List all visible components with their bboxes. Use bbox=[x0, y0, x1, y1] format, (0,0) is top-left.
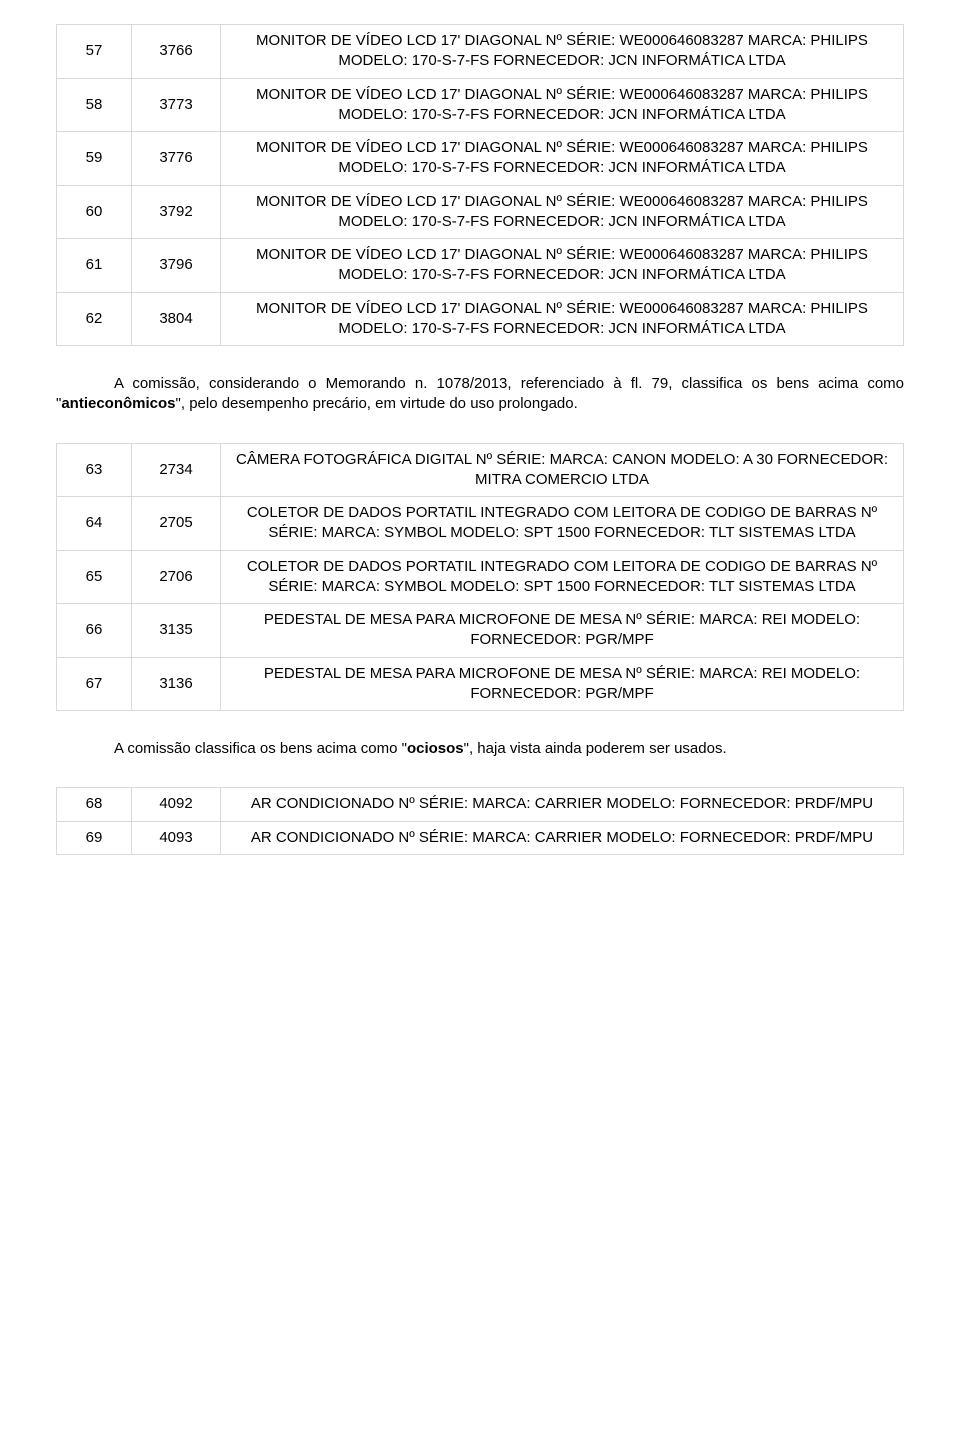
cell-code: 2734 bbox=[132, 443, 221, 497]
cell-index: 62 bbox=[57, 292, 132, 346]
cell-code: 4092 bbox=[132, 788, 221, 821]
para1-bold: antieconômicos bbox=[61, 395, 175, 412]
cell-index: 65 bbox=[57, 550, 132, 604]
cell-description: MONITOR DE VÍDEO LCD 17' DIAGONAL Nº SÉR… bbox=[221, 239, 904, 293]
table-body: 632734CÂMERA FOTOGRÁFICA DIGITAL Nº SÉRI… bbox=[57, 443, 904, 711]
cell-index: 61 bbox=[57, 239, 132, 293]
para2-bold: ociosos bbox=[407, 740, 464, 757]
cell-index: 69 bbox=[57, 821, 132, 854]
cell-description: MONITOR DE VÍDEO LCD 17' DIAGONAL Nº SÉR… bbox=[221, 292, 904, 346]
cell-code: 4093 bbox=[132, 821, 221, 854]
table-monitors: 573766MONITOR DE VÍDEO LCD 17' DIAGONAL … bbox=[56, 24, 904, 346]
para1-after: ", pelo desempenho precário, em virtude … bbox=[176, 395, 578, 412]
cell-code: 3792 bbox=[132, 185, 221, 239]
paragraph-antieconomicos: A comissão, considerando o Memorando n. … bbox=[56, 374, 904, 415]
cell-code: 3804 bbox=[132, 292, 221, 346]
table-row: 623804MONITOR DE VÍDEO LCD 17' DIAGONAL … bbox=[57, 292, 904, 346]
table-row: 573766MONITOR DE VÍDEO LCD 17' DIAGONAL … bbox=[57, 25, 904, 79]
table-row: 663135PEDESTAL DE MESA PARA MICROFONE DE… bbox=[57, 604, 904, 658]
cell-index: 59 bbox=[57, 132, 132, 186]
table-row: 642705COLETOR DE DADOS PORTATIL INTEGRAD… bbox=[57, 497, 904, 551]
table-row: 694093AR CONDICIONADO Nº SÉRIE: MARCA: C… bbox=[57, 821, 904, 854]
cell-index: 60 bbox=[57, 185, 132, 239]
cell-description: COLETOR DE DADOS PORTATIL INTEGRADO COM … bbox=[221, 497, 904, 551]
table-row: 673136PEDESTAL DE MESA PARA MICROFONE DE… bbox=[57, 657, 904, 711]
cell-code: 3796 bbox=[132, 239, 221, 293]
cell-description: MONITOR DE VÍDEO LCD 17' DIAGONAL Nº SÉR… bbox=[221, 132, 904, 186]
cell-description: MONITOR DE VÍDEO LCD 17' DIAGONAL Nº SÉR… bbox=[221, 78, 904, 132]
cell-index: 66 bbox=[57, 604, 132, 658]
cell-index: 57 bbox=[57, 25, 132, 79]
cell-description: AR CONDICIONADO Nº SÉRIE: MARCA: CARRIER… bbox=[221, 821, 904, 854]
cell-description: PEDESTAL DE MESA PARA MICROFONE DE MESA … bbox=[221, 657, 904, 711]
para2-after: ", haja vista ainda poderem ser usados. bbox=[464, 740, 727, 757]
cell-code: 3136 bbox=[132, 657, 221, 711]
table-row: 593776MONITOR DE VÍDEO LCD 17' DIAGONAL … bbox=[57, 132, 904, 186]
table-body: 573766MONITOR DE VÍDEO LCD 17' DIAGONAL … bbox=[57, 25, 904, 346]
cell-code: 3776 bbox=[132, 132, 221, 186]
cell-description: MONITOR DE VÍDEO LCD 17' DIAGONAL Nº SÉR… bbox=[221, 25, 904, 79]
cell-description: COLETOR DE DADOS PORTATIL INTEGRADO COM … bbox=[221, 550, 904, 604]
table-ac: 684092AR CONDICIONADO Nº SÉRIE: MARCA: C… bbox=[56, 787, 904, 855]
cell-code: 3773 bbox=[132, 78, 221, 132]
cell-description: MONITOR DE VÍDEO LCD 17' DIAGONAL Nº SÉR… bbox=[221, 185, 904, 239]
cell-index: 64 bbox=[57, 497, 132, 551]
cell-description: PEDESTAL DE MESA PARA MICROFONE DE MESA … bbox=[221, 604, 904, 658]
table-row: 613796MONITOR DE VÍDEO LCD 17' DIAGONAL … bbox=[57, 239, 904, 293]
table-body: 684092AR CONDICIONADO Nº SÉRIE: MARCA: C… bbox=[57, 788, 904, 855]
cell-description: CÂMERA FOTOGRÁFICA DIGITAL Nº SÉRIE: MAR… bbox=[221, 443, 904, 497]
para2-before: A comissão classifica os bens acima como… bbox=[114, 740, 407, 757]
table-row: 583773MONITOR DE VÍDEO LCD 17' DIAGONAL … bbox=[57, 78, 904, 132]
table-row: 684092AR CONDICIONADO Nº SÉRIE: MARCA: C… bbox=[57, 788, 904, 821]
table-row: 603792MONITOR DE VÍDEO LCD 17' DIAGONAL … bbox=[57, 185, 904, 239]
cell-code: 3135 bbox=[132, 604, 221, 658]
cell-code: 2705 bbox=[132, 497, 221, 551]
cell-index: 67 bbox=[57, 657, 132, 711]
cell-index: 68 bbox=[57, 788, 132, 821]
paragraph-ociosos: A comissão classifica os bens acima como… bbox=[56, 739, 904, 759]
cell-index: 63 bbox=[57, 443, 132, 497]
cell-code: 2706 bbox=[132, 550, 221, 604]
table-row: 632734CÂMERA FOTOGRÁFICA DIGITAL Nº SÉRI… bbox=[57, 443, 904, 497]
cell-code: 3766 bbox=[132, 25, 221, 79]
cell-description: AR CONDICIONADO Nº SÉRIE: MARCA: CARRIER… bbox=[221, 788, 904, 821]
table-equipment: 632734CÂMERA FOTOGRÁFICA DIGITAL Nº SÉRI… bbox=[56, 443, 904, 712]
cell-index: 58 bbox=[57, 78, 132, 132]
table-row: 652706COLETOR DE DADOS PORTATIL INTEGRAD… bbox=[57, 550, 904, 604]
